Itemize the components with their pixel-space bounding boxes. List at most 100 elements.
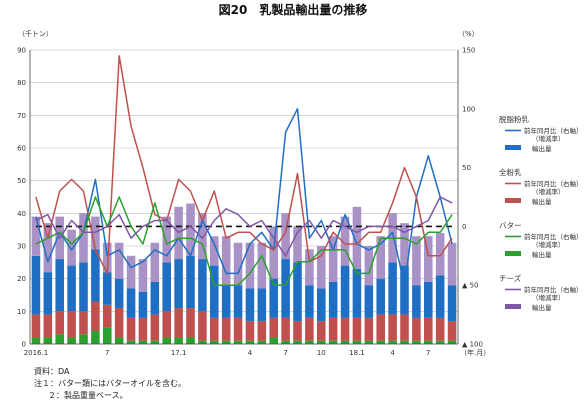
bar-全粉乳-9 (126, 317, 136, 341)
legend-line-sub: （増減率） (532, 134, 565, 143)
legend-line-sub: （増減率） (532, 240, 565, 249)
legend-bar-swatch (505, 251, 521, 256)
x-tick-label: 4 (248, 349, 253, 357)
bar-チーズ-8 (114, 242, 124, 279)
line-バター (35, 196, 453, 286)
x-tick-label: 17.1 (171, 349, 187, 357)
bar-全粉乳-27 (340, 317, 350, 341)
bar-チーズ-9 (126, 255, 136, 289)
bar-バター-12 (162, 337, 172, 344)
bar-チーズ-32 (400, 223, 409, 266)
bar-脱脂粉乳-35 (435, 275, 445, 318)
bar-チーズ-1 (31, 216, 41, 256)
bar-脱脂粉乳-25 (316, 288, 326, 322)
right-tick-label: 100 (462, 105, 475, 113)
right-axis-unit: （%） (458, 30, 479, 38)
bar-脱脂粉乳-11 (150, 281, 160, 315)
bar-チーズ-22 (281, 213, 290, 260)
bar-脱脂粉乳-17 (221, 285, 231, 318)
bar-チーズ-19 (245, 242, 255, 289)
note-2: ２：製品重量ベース。 (48, 391, 128, 400)
source-note: 資料：DA (34, 367, 70, 376)
bar-バター-31 (388, 340, 397, 344)
bar-全粉乳-13 (174, 308, 183, 338)
bar-全粉乳-7 (102, 304, 112, 328)
left-tick-label: 30 (17, 243, 26, 251)
bar-脱脂粉乳-15 (198, 259, 207, 312)
bar-チーズ-14 (186, 203, 195, 256)
bar-全粉乳-6 (91, 301, 100, 331)
bar-バター-2 (43, 337, 53, 344)
bar-脱脂粉乳-26 (328, 281, 338, 318)
bar-チーズ-18 (233, 242, 243, 286)
line-チーズ (35, 196, 453, 257)
bar-バター-6 (91, 330, 100, 344)
legend-line-sub: （増減率） (532, 293, 565, 302)
bar-全粉乳-23 (293, 321, 302, 341)
bar-バター-28 (352, 340, 362, 344)
bar-バター-15 (198, 340, 207, 344)
bar-脱脂粉乳-34 (423, 281, 433, 318)
bar-バター-9 (126, 340, 136, 344)
bar-バター-23 (293, 340, 302, 344)
legend-line-label: 前年同月比（右軸） (524, 126, 583, 135)
bar-バター-14 (186, 337, 195, 344)
bar-バター-8 (114, 337, 124, 344)
bar-全粉乳-2 (43, 314, 53, 338)
bar-バター-29 (364, 340, 374, 344)
bar-脱脂粉乳-36 (447, 285, 457, 322)
bar-バター-1 (31, 337, 41, 344)
bar-バター-4 (67, 337, 76, 344)
bar-全粉乳-18 (233, 317, 243, 341)
legend: 脱脂粉乳前年同月比（右軸）（増減率）輸出量全粉乳前年同月比（右軸）（増減率）輸出… (499, 114, 583, 312)
bar-バター-26 (328, 340, 338, 344)
left-tick-label: 80 (17, 79, 26, 87)
bar-脱脂粉乳-21 (269, 278, 279, 318)
bar-脱脂粉乳-1 (31, 255, 41, 315)
bar-全粉乳-16 (209, 317, 219, 341)
bar-脱脂粉乳-14 (186, 255, 195, 309)
note-1: 注１：バター類にはバターオイルを含む。 (34, 379, 186, 388)
bar-チーズ-7 (102, 242, 112, 273)
bar-全粉乳-21 (269, 317, 279, 338)
bar-バター-36 (447, 340, 457, 344)
line-全粉乳 (35, 55, 453, 275)
x-tick-label: 7 (283, 349, 287, 357)
bar-バター-19 (245, 340, 255, 344)
bar-全粉乳-3 (55, 311, 65, 335)
bar-バター-16 (209, 340, 219, 344)
bar-脱脂粉乳-20 (257, 288, 267, 322)
bar-チーズ-16 (209, 236, 219, 266)
legend-line-sub: （増減率） (532, 187, 565, 196)
legend-group-label: バター (499, 221, 522, 230)
left-tick-label: 70 (17, 112, 26, 120)
bar-全粉乳-33 (412, 317, 421, 341)
legend-bar-label: 輸出量 (532, 144, 552, 153)
left-tick-label: 0 (22, 341, 26, 349)
bar-チーズ-25 (316, 246, 326, 289)
x-tick-label: 18.1 (349, 349, 365, 357)
bar-全粉乳-30 (376, 314, 386, 341)
left-tick-label: 60 (17, 145, 26, 153)
legend-bar-swatch (505, 145, 521, 150)
bar-全粉乳-28 (352, 317, 362, 341)
bar-脱脂粉乳-30 (376, 278, 386, 315)
bar-全粉乳-15 (198, 311, 207, 341)
bar-全粉乳-36 (447, 321, 457, 341)
bar-チーズ-11 (150, 242, 160, 282)
legend-group-label: 脱脂粉乳 (499, 114, 529, 124)
bar-チーズ-21 (269, 226, 279, 279)
bar-チーズ-30 (376, 236, 386, 279)
bar-全粉乳-35 (435, 317, 445, 341)
bar-全粉乳-25 (316, 321, 326, 341)
bar-脱脂粉乳-27 (340, 265, 350, 318)
bar-チーズ-10 (138, 259, 148, 292)
bar-全粉乳-29 (364, 317, 374, 341)
bar-脱脂粉乳-7 (102, 272, 112, 305)
bar-脱脂粉乳-28 (352, 268, 362, 318)
bar-全粉乳-11 (150, 314, 160, 341)
bar-脱脂粉乳-12 (162, 262, 172, 312)
bar-バター-27 (340, 340, 350, 344)
bar-チーズ-29 (364, 246, 374, 286)
legend-bar-label: 輸出量 (532, 250, 552, 259)
